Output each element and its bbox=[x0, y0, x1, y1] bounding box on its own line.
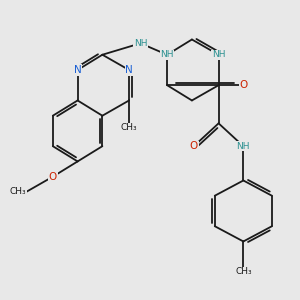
Text: N: N bbox=[125, 65, 133, 75]
Text: O: O bbox=[239, 80, 248, 90]
Text: NH: NH bbox=[237, 142, 250, 151]
Text: CH₃: CH₃ bbox=[121, 123, 137, 132]
Text: CH₃: CH₃ bbox=[10, 188, 26, 196]
Text: NH: NH bbox=[212, 50, 225, 59]
Text: CH₃: CH₃ bbox=[235, 267, 252, 276]
Text: O: O bbox=[49, 172, 57, 182]
Text: NH: NH bbox=[134, 39, 147, 48]
Text: O: O bbox=[190, 141, 198, 151]
Text: O: O bbox=[49, 172, 57, 182]
Text: N: N bbox=[74, 65, 82, 75]
Text: NH: NH bbox=[160, 50, 174, 59]
